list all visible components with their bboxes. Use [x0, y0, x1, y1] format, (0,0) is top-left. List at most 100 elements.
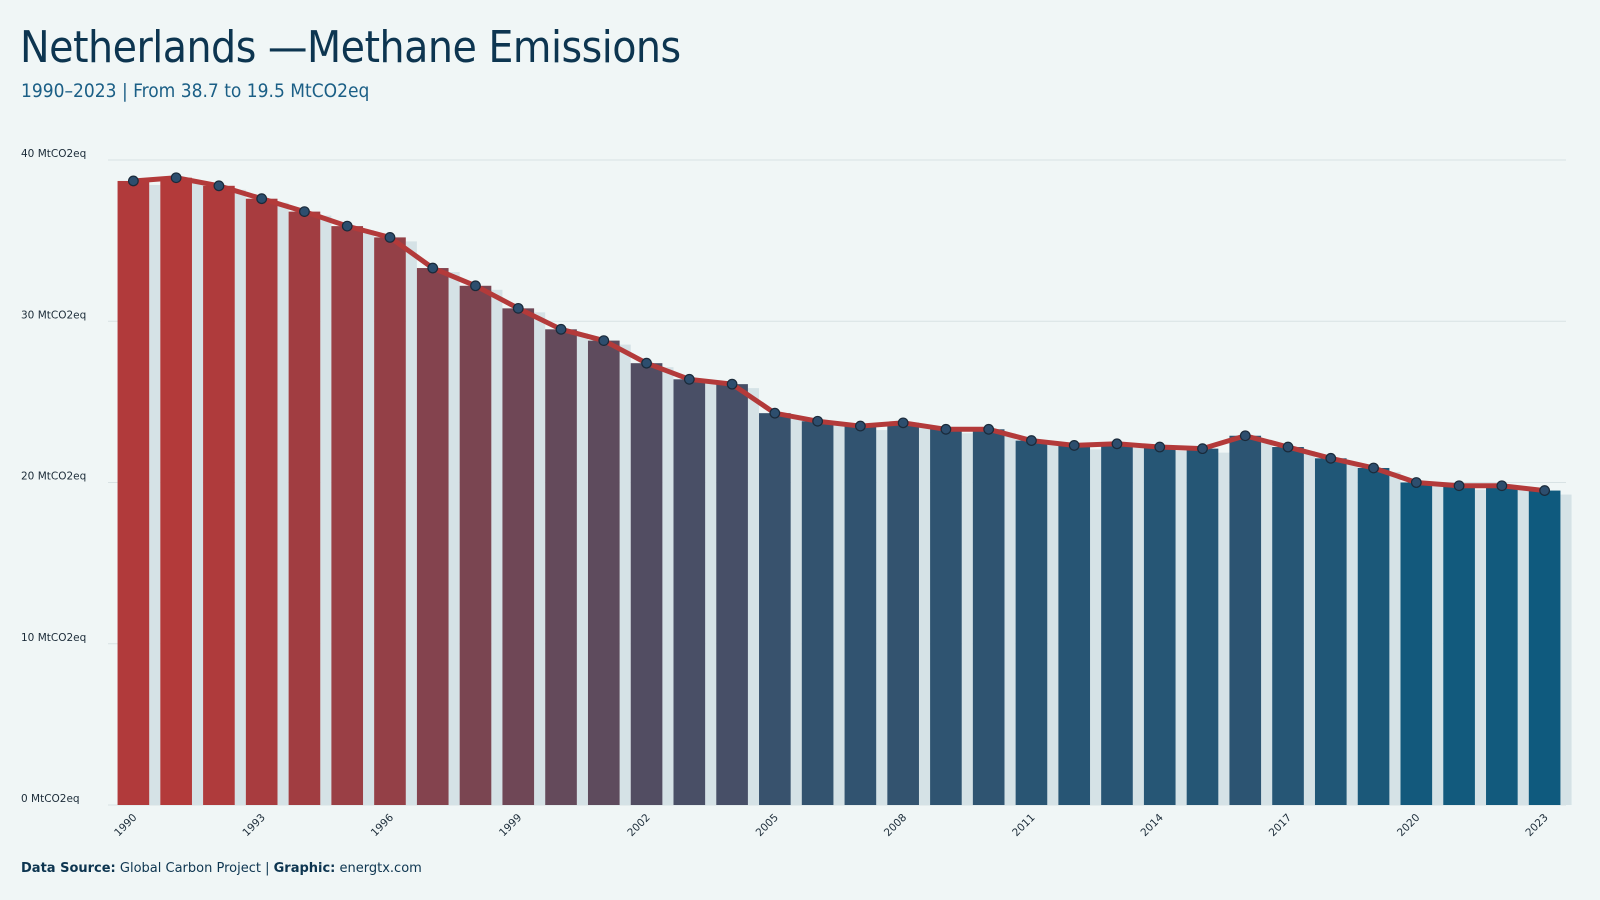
bar-gap	[1132, 447, 1144, 805]
bar-1998	[459, 285, 492, 805]
bar-gap	[491, 289, 503, 805]
bar-gap	[833, 425, 845, 805]
x-axis: 1990 1993 1996 1999 2002 2005 2008 2011 2014 2017…	[112, 811, 1551, 839]
x-tick-label: 2014	[1138, 811, 1166, 839]
y-tick-label: 40 MtCO2eq	[21, 148, 86, 160]
point-2003	[683, 373, 695, 385]
point-2015	[1197, 443, 1208, 455]
bar-gap	[1474, 489, 1487, 805]
x-tick-label: 1999	[497, 812, 524, 839]
point-1997	[427, 262, 439, 274]
bar-2007	[844, 426, 877, 805]
bar-gap	[1560, 494, 1572, 805]
bar-2017	[1272, 447, 1304, 805]
bar-2013	[1101, 443, 1133, 805]
bar-gap	[662, 367, 674, 805]
bar-2015	[1186, 448, 1219, 805]
bar-gap	[1004, 433, 1016, 805]
bar-gap	[619, 344, 631, 805]
point-2014	[1154, 441, 1166, 453]
point-2021	[1453, 480, 1465, 492]
source-value: Global Carbon Project	[119, 861, 261, 876]
point-2013	[1111, 438, 1123, 450]
bar-2020	[1400, 482, 1433, 805]
point-2018	[1325, 452, 1337, 464]
point-2001	[598, 335, 610, 347]
bar-gap	[405, 241, 417, 805]
point-1993	[256, 193, 268, 205]
x-tick-label: 1996	[369, 811, 397, 839]
bar-1994	[288, 211, 321, 806]
bar-2008	[887, 422, 919, 805]
point-2016	[1239, 430, 1251, 442]
source-label: Data Source:	[21, 861, 116, 876]
bar-gap	[705, 383, 717, 805]
point-1996	[384, 231, 396, 243]
bar-2016	[1229, 435, 1262, 805]
graphic-label: Graphic:	[273, 861, 336, 876]
bar-gap	[747, 388, 760, 805]
bar-1995	[331, 226, 364, 806]
point-2008	[897, 417, 909, 429]
bar-gap	[149, 184, 161, 805]
bar-2022	[1486, 485, 1518, 805]
point-1998	[470, 280, 481, 292]
marker-layer	[127, 172, 1551, 496]
bar-gap	[1090, 449, 1102, 805]
bar-gap	[1517, 489, 1529, 805]
point-2006	[812, 415, 824, 427]
y-axis: 0 MtCO2eq 10 MtCO2eq 20 MtCO2eq 30 MtCO2eq 4…	[21, 148, 86, 805]
bar-1993	[245, 198, 278, 805]
bar-2019	[1357, 467, 1390, 805]
point-1991	[170, 172, 182, 184]
bar-gap	[1303, 451, 1315, 805]
bar-2011	[1015, 440, 1048, 805]
point-2012	[1068, 440, 1080, 451]
bar-gap	[1047, 444, 1059, 805]
point-2010	[983, 423, 995, 435]
bar-gap	[234, 189, 246, 806]
bar-1992	[203, 185, 235, 806]
bar-2018	[1314, 458, 1347, 805]
bar-layer	[117, 177, 1572, 806]
chart-title: Netherlands —Methane Emissions	[20, 22, 681, 73]
point-1999	[512, 302, 524, 314]
bar-gap	[1261, 439, 1273, 805]
x-tick-label: 2023	[1523, 812, 1550, 839]
bar-gap	[576, 333, 588, 805]
y-tick-label: 20 MtCO2eq	[21, 471, 86, 483]
chart-subtitle: 1990–2023 | From 38.7 to 19.5 MtCO2eq	[21, 80, 370, 102]
point-2011	[1026, 435, 1037, 446]
point-2005	[769, 407, 781, 419]
bar-gap	[918, 426, 931, 805]
bar-2009	[930, 429, 962, 805]
x-tick-label: 1990	[112, 812, 139, 839]
y-tick-label: 30 MtCO2eq	[21, 309, 86, 321]
bar-2004	[716, 384, 748, 805]
bar-gap	[1432, 486, 1444, 805]
bar-gap	[534, 312, 546, 805]
bar-2005	[759, 413, 791, 805]
point-2017	[1282, 441, 1294, 453]
point-1992	[213, 180, 225, 192]
x-tick-label: 1993	[240, 812, 267, 839]
bar-gap	[277, 202, 289, 805]
y-tick-label: 10 MtCO2eq	[21, 632, 86, 644]
chart-caption: Data Source: Global Carbon Project | Gra…	[21, 860, 422, 878]
bar-gap	[1346, 462, 1358, 805]
bar-1990	[117, 180, 150, 805]
point-2020	[1410, 477, 1422, 488]
bar-1996	[374, 237, 406, 805]
point-2009	[940, 423, 952, 435]
line-layer	[130, 175, 1548, 494]
point-2000	[555, 323, 567, 335]
graphic-value: energtx.com	[339, 861, 422, 876]
bar-1997	[416, 268, 449, 806]
bar-2010	[972, 429, 1005, 805]
bar-1991	[160, 177, 192, 806]
caption-separator: |	[260, 861, 274, 876]
y-tick-label: 0 MtCO2eq	[21, 793, 80, 805]
bar-2002	[630, 363, 663, 805]
bar-gap	[191, 181, 204, 806]
